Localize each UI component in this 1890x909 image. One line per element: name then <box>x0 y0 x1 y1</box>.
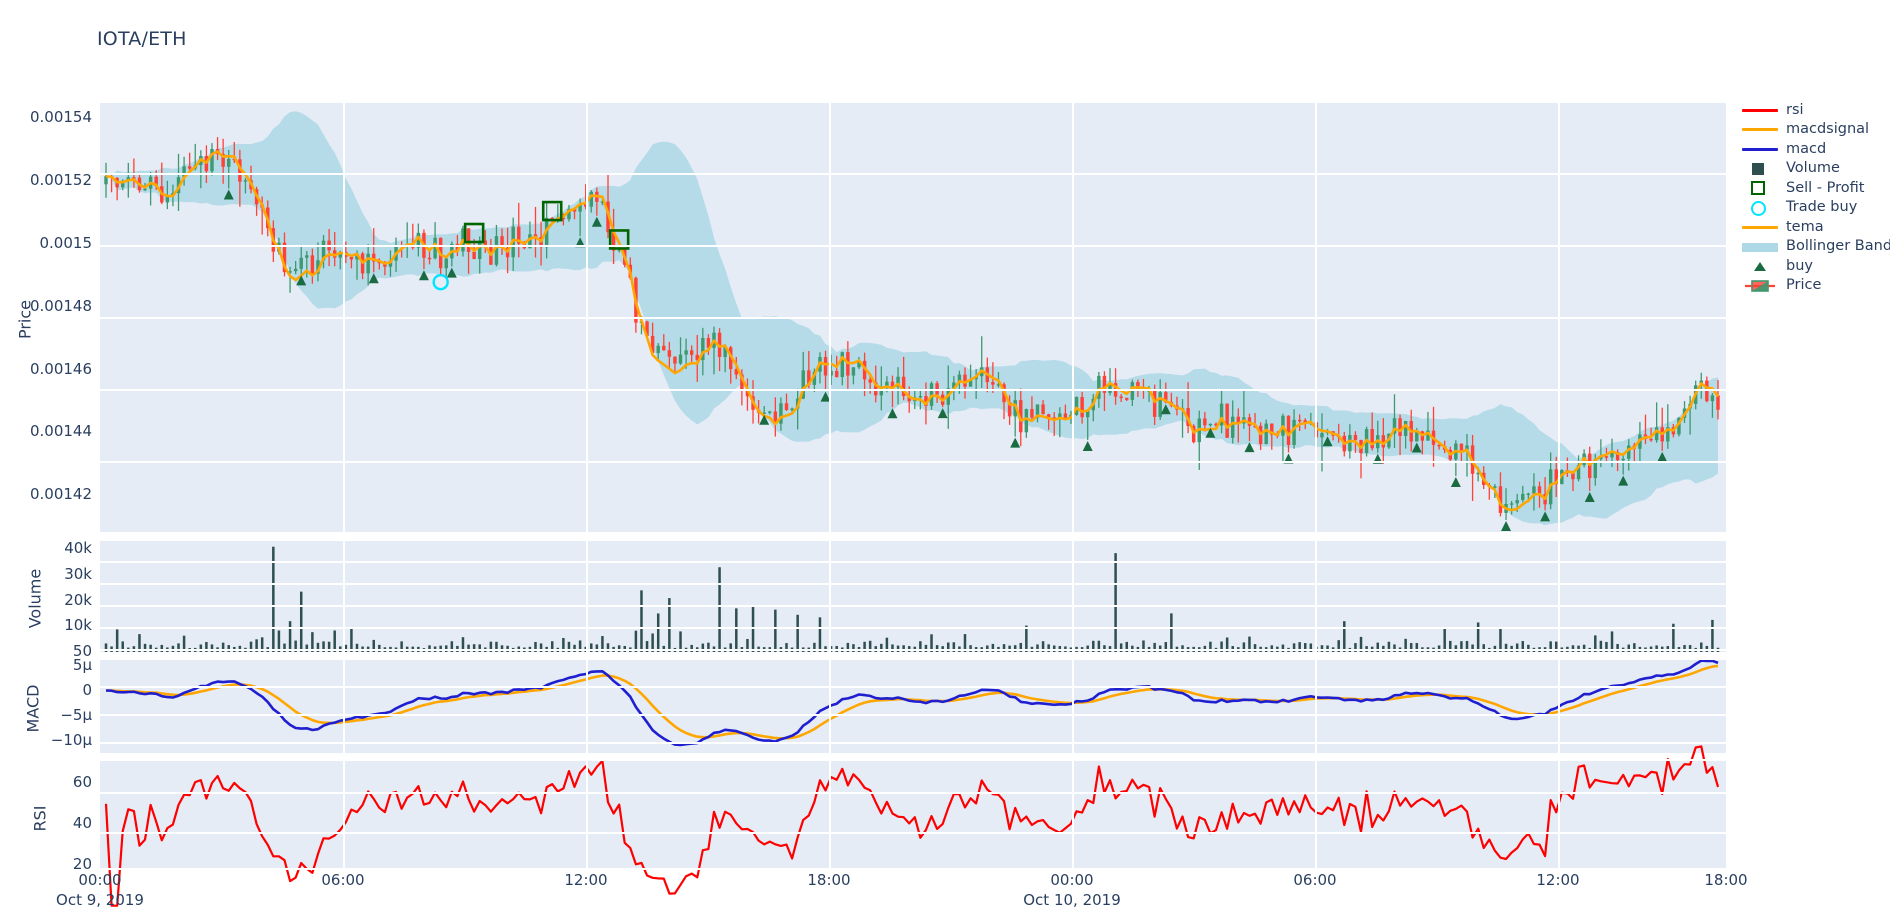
legend-label: macd <box>1786 140 1827 157</box>
volume-panel <box>100 539 1726 652</box>
line-swatch <box>1742 108 1778 112</box>
x-date-1: Oct 10, 2019 <box>1023 891 1121 909</box>
y-tick-rsi-0: 60 <box>72 773 92 792</box>
legend-item-bollinger-band[interactable]: Bollinger Band <box>1740 237 1890 257</box>
y-axis-title-rsi: RSI <box>30 805 50 832</box>
y-axis-title-macd: MACD <box>23 684 43 733</box>
legend-label: rsi <box>1786 101 1804 118</box>
legend-label: Price <box>1786 277 1822 294</box>
y-tick-rsi-2: 20 <box>72 854 92 873</box>
y-tick-volume-1: 30k <box>64 564 92 583</box>
legend-label: Sell - Profit <box>1786 179 1865 196</box>
open-square-swatch <box>1751 181 1765 196</box>
price-panel <box>100 101 1726 534</box>
x-tick-0: 00:00 <box>78 871 122 889</box>
y-tick-volume-3: 10k <box>64 616 92 635</box>
legend-triangle-icon <box>1740 256 1780 275</box>
legend-label: Bollinger Band <box>1786 238 1890 255</box>
open-circle-swatch <box>1751 200 1766 216</box>
x-tick-6: 12:00 <box>1536 871 1580 889</box>
y-axis-title-volume: Volume <box>25 568 45 629</box>
legend-line-icon <box>1740 120 1780 139</box>
legend-item-trade-buy[interactable]: Trade buy <box>1740 198 1890 218</box>
y-tick-macd-0: 5µ <box>72 655 92 674</box>
square-swatch <box>1752 162 1764 175</box>
legend-item-sell-profit[interactable]: Sell - Profit <box>1740 178 1890 198</box>
y-tick-price-6: 0.00142 <box>29 485 92 504</box>
y-tick-volume-2: 20k <box>64 590 92 609</box>
x-tick-4: 00:00 <box>1050 871 1094 889</box>
triangle-swatch <box>1754 262 1766 272</box>
y-tick-macd-1: 0 <box>82 680 92 699</box>
legend-square-icon <box>1740 159 1780 178</box>
macd-panel <box>100 658 1726 753</box>
legend-item-macdsignal[interactable]: macdsignal <box>1740 120 1890 140</box>
legend-item-macd[interactable]: macd <box>1740 139 1890 159</box>
line-swatch <box>1742 225 1778 229</box>
legend: rsi macdsignal macd Volume Sell - Profit Trad… <box>1740 100 1890 295</box>
legend-band-icon <box>1740 237 1780 256</box>
y-tick-rsi-1: 40 <box>72 814 92 833</box>
y-tick-price-5: 0.00144 <box>29 422 92 441</box>
legend-label: buy <box>1786 257 1813 274</box>
rsi-panel <box>100 745 1726 907</box>
x-tick-5: 06:00 <box>1293 871 1337 889</box>
page-title: IOTA/ETH <box>97 28 187 50</box>
legend-line-icon <box>1740 100 1780 119</box>
y-tick-macd-3: −10µ <box>50 730 92 749</box>
legend-item-rsi[interactable]: rsi <box>1740 100 1890 120</box>
y-tick-price-1: 0.00152 <box>29 171 92 190</box>
legend-label: Trade buy <box>1786 199 1858 216</box>
band-swatch <box>1742 242 1778 252</box>
candlestick-swatch <box>1745 279 1775 292</box>
legend-item-price[interactable]: Price <box>1740 276 1890 296</box>
y-tick-volume-4: 50 <box>72 641 92 660</box>
x-tick-3: 18:00 <box>807 871 851 889</box>
legend-candlestick-icon <box>1740 276 1780 295</box>
legend-circle-icon <box>1740 198 1780 217</box>
legend-line-icon <box>1740 217 1780 236</box>
x-tick-1: 06:00 <box>321 871 365 889</box>
legend-item-tema[interactable]: tema <box>1740 217 1890 237</box>
rsi-series <box>104 745 1720 907</box>
legend-item-buy[interactable]: buy <box>1740 256 1890 276</box>
legend-label: tema <box>1786 218 1824 235</box>
legend-open-square-icon <box>1740 178 1780 197</box>
y-tick-price-0: 0.00154 <box>29 108 92 127</box>
line-swatch <box>1742 128 1778 132</box>
x-date-0: Oct 9, 2019 <box>56 891 144 909</box>
y-axis-title-price: Price <box>15 299 35 340</box>
y-tick-price-4: 0.00146 <box>29 359 92 378</box>
legend-label: macdsignal <box>1786 121 1870 138</box>
y-tick-macd-2: −5µ <box>60 705 92 724</box>
y-tick-volume-0: 40k <box>64 539 92 558</box>
line-swatch <box>1742 147 1778 151</box>
y-tick-price-3: 0.00148 <box>29 296 92 315</box>
x-tick-7: 18:00 <box>1704 871 1748 889</box>
legend-line-icon <box>1740 139 1780 158</box>
legend-label: Volume <box>1786 160 1840 177</box>
legend-item-volume[interactable]: Volume <box>1740 159 1890 179</box>
x-tick-2: 12:00 <box>564 871 608 889</box>
y-tick-price-2: 0.0015 <box>39 233 93 252</box>
